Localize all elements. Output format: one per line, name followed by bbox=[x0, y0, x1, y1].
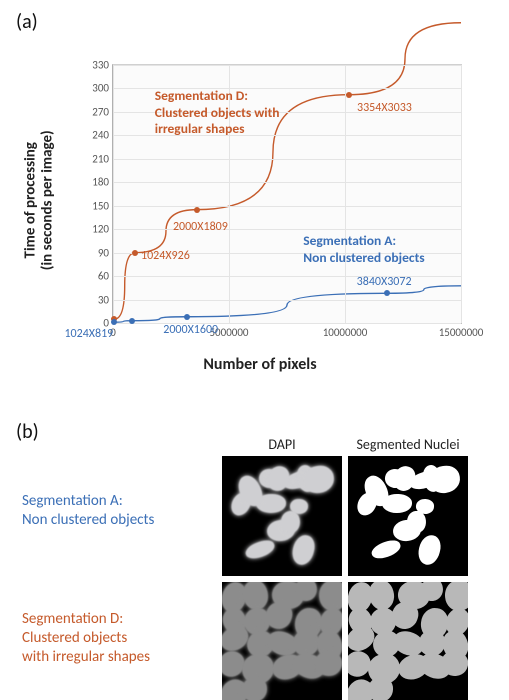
row-label-segA: Segmentation A: Non clustered objects bbox=[22, 492, 212, 530]
series-d-annotation: Segmentation D:Clustered objects withirr… bbox=[155, 88, 280, 137]
data-point bbox=[132, 250, 138, 256]
nucleus-blob bbox=[368, 677, 394, 700]
data-point-label: 3840X3072 bbox=[357, 275, 412, 289]
y-axis-label-group: Time of processing (in seconds per image… bbox=[30, 85, 50, 315]
vgridline bbox=[461, 65, 462, 323]
chart-wrap: Time of processing (in seconds per image… bbox=[40, 50, 480, 370]
col-header-dapi: DAPI bbox=[222, 436, 342, 453]
y-tick-label: 120 bbox=[92, 223, 109, 236]
row-label-segA-l2: Non clustered objects bbox=[22, 511, 154, 529]
row-label-segD-l1: Segmentation D: bbox=[22, 610, 123, 628]
y-tick-label: 270 bbox=[92, 105, 109, 118]
data-point bbox=[346, 92, 352, 98]
y-tick-label: 150 bbox=[92, 199, 109, 212]
hgridline bbox=[113, 65, 461, 66]
row-label-segD: Segmentation D: Clustered objects with i… bbox=[22, 610, 212, 666]
thumb-segD-segmented bbox=[348, 582, 468, 700]
y-tick-label: 330 bbox=[92, 59, 109, 72]
hgridline bbox=[113, 229, 461, 230]
plot-area: 0306090120150180210240270300330050000001… bbox=[112, 64, 462, 324]
data-point bbox=[384, 290, 390, 296]
y-axis-label-line1: Time of processing bbox=[22, 142, 40, 258]
ann-a-l1: Segmentation A: bbox=[303, 232, 396, 249]
panel-b-label: (b) bbox=[16, 420, 39, 444]
y-tick-label: 300 bbox=[92, 82, 109, 95]
col-header-segmented: Segmented Nuclei bbox=[348, 436, 468, 453]
row-label-segD-l3: with irregular shapes bbox=[22, 648, 150, 666]
thumb-segA-segmented bbox=[348, 456, 468, 576]
nucleus-blob bbox=[290, 533, 317, 567]
data-point-label: 2000X1809 bbox=[173, 220, 228, 234]
row-label-segA-l1: Segmentation A: bbox=[22, 492, 123, 510]
y-tick-label: 30 bbox=[98, 293, 109, 306]
y-axis-label: Time of processing (in seconds per image… bbox=[23, 130, 58, 270]
y-tick-label: 90 bbox=[98, 246, 109, 259]
y-tick-label: 180 bbox=[92, 176, 109, 189]
data-point bbox=[111, 319, 117, 325]
x-tick-label: 15000000 bbox=[439, 326, 484, 339]
x-axis-label: Number of pixels bbox=[40, 355, 480, 374]
series-curve bbox=[114, 286, 461, 322]
x-tick-label: 10000000 bbox=[323, 326, 368, 339]
y-tick-label: 60 bbox=[98, 270, 109, 283]
nucleus-blob bbox=[243, 538, 276, 562]
data-point bbox=[184, 314, 190, 320]
data-point-label: 3354X3033 bbox=[357, 101, 412, 115]
y-tick-label: 240 bbox=[92, 129, 109, 142]
data-point-label: 1024X926 bbox=[141, 249, 190, 263]
data-point-label: 1024X819 bbox=[64, 327, 113, 341]
hgridline bbox=[113, 300, 461, 301]
vgridline bbox=[345, 65, 346, 323]
thumbnail-grid bbox=[222, 456, 468, 700]
data-point-label: 2000X1600 bbox=[163, 323, 218, 337]
data-point bbox=[129, 318, 135, 324]
hgridline bbox=[113, 182, 461, 183]
data-point bbox=[194, 207, 200, 213]
page: (a) Time of processing (in seconds per i… bbox=[0, 0, 509, 700]
y-tick-label: 210 bbox=[92, 152, 109, 165]
ann-d-l1: Segmentation D: bbox=[155, 87, 248, 104]
vgridline bbox=[113, 65, 114, 323]
row-label-segD-l2: Clustered objects bbox=[22, 629, 127, 647]
ann-a-l2: Non clustered objects bbox=[303, 249, 424, 266]
nucleus-blob bbox=[416, 533, 443, 567]
nucleus-blob bbox=[242, 677, 268, 700]
nucleus-blob bbox=[369, 538, 402, 562]
y-axis-label-line2: (in seconds per image) bbox=[39, 130, 57, 270]
ann-d-l2: Clustered objects with bbox=[155, 104, 280, 121]
series-a-annotation: Segmentation A:Non clustered objects bbox=[303, 233, 424, 266]
thumb-segD-dapi bbox=[222, 582, 342, 700]
ann-d-l3: irregular shapes bbox=[155, 120, 245, 137]
thumb-segA-dapi bbox=[222, 456, 342, 576]
hgridline bbox=[113, 206, 461, 207]
panel-a-label: (a) bbox=[16, 10, 38, 34]
hgridline bbox=[113, 159, 461, 160]
